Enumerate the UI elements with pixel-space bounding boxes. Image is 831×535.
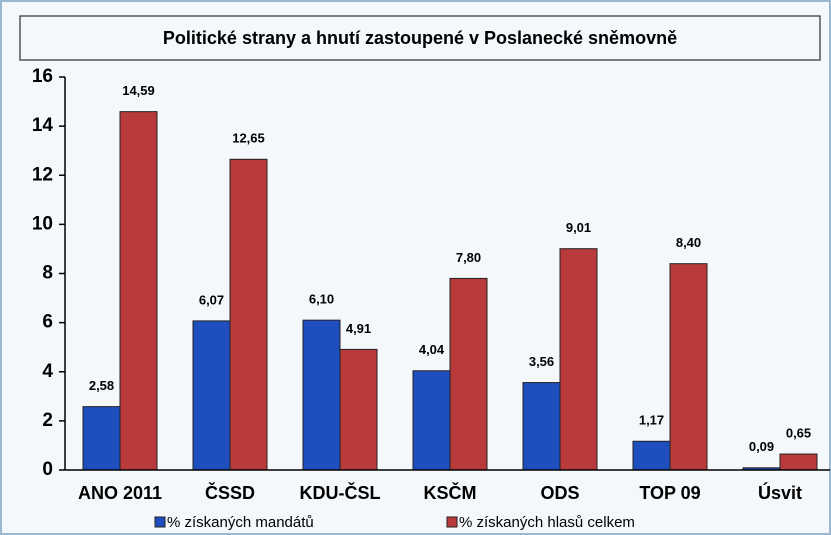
bar — [632, 440, 671, 471]
x-tick-label: Úsvit — [758, 482, 802, 503]
y-tick-label: 4 — [42, 361, 53, 382]
legend-swatch — [446, 516, 458, 528]
value-label: 3,56 — [529, 354, 554, 369]
y-tick-label: 2 — [42, 410, 53, 431]
bar — [229, 158, 268, 471]
y-tick-label: 12 — [32, 164, 53, 185]
legend-swatch — [154, 516, 166, 528]
bar — [559, 248, 598, 471]
x-tick-label: ANO 2011 — [78, 483, 162, 503]
x-tick-label: KSČM — [424, 482, 477, 503]
y-tick-label: 8 — [42, 263, 53, 284]
value-label: 12,65 — [232, 131, 265, 146]
x-tick-label: TOP 09 — [639, 483, 700, 503]
bar — [339, 348, 378, 471]
legend-label: % získaných mandátů — [167, 514, 314, 531]
bar — [522, 382, 561, 471]
value-label: 6,07 — [199, 292, 224, 307]
x-tick-label: ODS — [540, 483, 579, 503]
bar — [302, 319, 341, 471]
bar — [669, 263, 708, 471]
x-tick-label: KDU-ČSL — [300, 482, 381, 503]
value-label: 0,09 — [749, 439, 774, 454]
y-tick-label: 6 — [42, 312, 53, 333]
value-label: 7,80 — [456, 250, 481, 265]
y-tick-label: 0 — [42, 459, 53, 480]
value-label: 4,91 — [346, 321, 371, 336]
value-label: 4,04 — [419, 342, 445, 357]
bar — [82, 406, 121, 471]
bar — [779, 453, 818, 471]
value-label: 2,58 — [89, 378, 114, 393]
bar — [119, 111, 158, 471]
bar — [192, 320, 231, 471]
value-label: 9,01 — [566, 220, 591, 235]
y-tick-label: 10 — [32, 213, 53, 234]
bar — [449, 277, 488, 471]
bar — [412, 370, 451, 471]
chart-title: Politické strany a hnutí zastoupené v Po… — [163, 28, 677, 48]
title-box — [19, 15, 821, 61]
value-label: 0,65 — [786, 425, 811, 440]
value-label: 6,10 — [309, 292, 334, 307]
value-label: 14,59 — [122, 83, 155, 98]
value-label: 1,17 — [639, 413, 664, 428]
legend-label: % získaných hlasů celkem — [459, 514, 635, 531]
value-label: 8,40 — [676, 235, 701, 250]
y-tick-label: 16 — [32, 66, 53, 87]
y-tick-label: 14 — [32, 115, 54, 136]
x-tick-label: ČSSD — [205, 482, 255, 503]
